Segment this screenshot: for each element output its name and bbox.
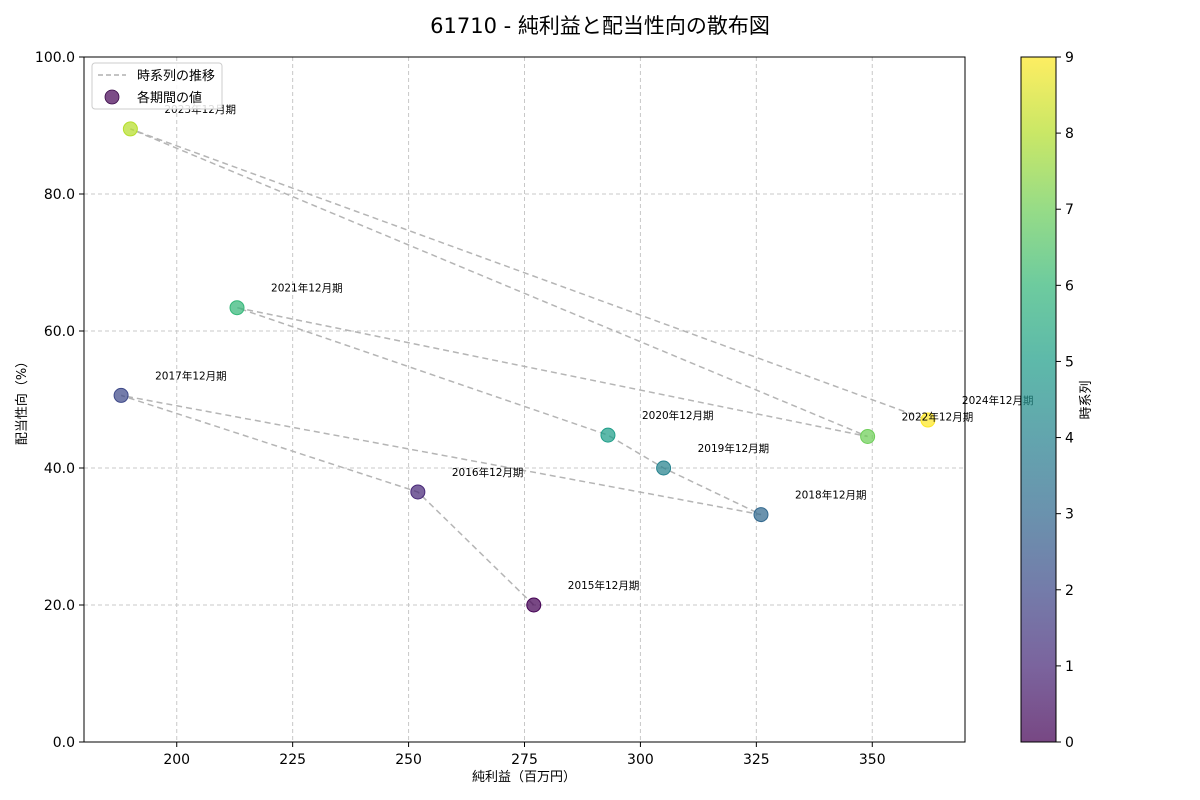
trend-line-layer bbox=[120, 128, 929, 606]
colorbar-tick-label: 1 bbox=[1065, 659, 1074, 675]
legend-point-swatch bbox=[104, 89, 120, 105]
point-annotation: 2019年12月期 bbox=[698, 442, 770, 455]
y-axis-label: 配当性向（%） bbox=[14, 355, 30, 445]
data-point bbox=[753, 507, 769, 523]
colorbar-tick-label: 4 bbox=[1065, 431, 1074, 447]
chart-title: 61710 - 純利益と配当性向の散布図 bbox=[430, 14, 770, 38]
legend-point-label: 各期間の値 bbox=[137, 90, 202, 106]
colorbar-tick-label: 0 bbox=[1065, 735, 1074, 751]
x-tick-label: 250 bbox=[395, 752, 422, 768]
x-tick-label: 200 bbox=[163, 752, 190, 768]
x-axis-label: 純利益（百万円） bbox=[472, 770, 576, 785]
data-points-layer bbox=[113, 121, 936, 613]
colorbar-tick-label: 7 bbox=[1065, 202, 1074, 218]
x-axis-ticks: 200 225 250 275 300 325 350 bbox=[163, 742, 886, 768]
point-annotation: 2018年12月期 bbox=[795, 489, 867, 502]
y-tick-label: 100.0 bbox=[35, 50, 75, 66]
data-point bbox=[229, 300, 245, 316]
y-tick-label: 40.0 bbox=[44, 461, 75, 477]
annotation-layer: 2015年12月期 2016年12月期 2017年12月期 2018年12月期 2019… bbox=[155, 103, 1033, 592]
data-point bbox=[600, 427, 616, 443]
point-annotation: 2021年12月期 bbox=[271, 282, 343, 295]
colorbar-tick-label: 9 bbox=[1065, 50, 1074, 66]
point-annotation: 2020年12月期 bbox=[642, 409, 714, 422]
y-tick-label: 80.0 bbox=[44, 187, 75, 203]
x-tick-label: 300 bbox=[627, 752, 654, 768]
colorbar-tick-label: 2 bbox=[1065, 583, 1074, 599]
colorbar: 0 1 2 3 4 5 6 7 8 9 時系列 bbox=[1020, 50, 1094, 751]
colorbar-frame bbox=[1020, 56, 1057, 743]
colorbar-label: 時系列 bbox=[1079, 380, 1094, 419]
y-tick-label: 60.0 bbox=[44, 324, 75, 340]
data-point bbox=[920, 412, 936, 428]
colorbar-ticks: 0 1 2 3 4 5 6 7 8 9 bbox=[1056, 50, 1074, 751]
data-point bbox=[526, 597, 542, 613]
trend-line bbox=[120, 128, 929, 606]
colorbar-tick-label: 3 bbox=[1065, 507, 1074, 523]
data-point bbox=[860, 428, 876, 444]
point-annotation: 2022年12月期 bbox=[902, 410, 974, 423]
data-point bbox=[113, 387, 129, 403]
data-point bbox=[122, 121, 138, 137]
y-axis-ticks: 0.0 20.0 40.0 60.0 80.0 100.0 bbox=[35, 50, 84, 751]
colorbar-tick-label: 6 bbox=[1065, 278, 1074, 294]
grid-lines bbox=[84, 57, 965, 742]
point-annotation: 2015年12月期 bbox=[568, 579, 640, 592]
legend-line-label: 時系列の推移 bbox=[137, 69, 215, 84]
data-point bbox=[656, 460, 672, 476]
y-tick-label: 0.0 bbox=[53, 735, 75, 751]
colorbar-tick-label: 5 bbox=[1065, 354, 1074, 370]
x-tick-label: 325 bbox=[743, 752, 770, 768]
point-annotation: 2016年12月期 bbox=[452, 466, 524, 479]
point-annotation: 2024年12月期 bbox=[962, 394, 1034, 407]
point-annotation: 2017年12月期 bbox=[155, 369, 227, 382]
x-tick-label: 225 bbox=[279, 752, 306, 768]
data-point bbox=[410, 484, 426, 500]
x-tick-label: 275 bbox=[511, 752, 538, 768]
legend: 時系列の推移 各期間の値 bbox=[91, 62, 223, 110]
x-tick-label: 350 bbox=[859, 752, 886, 768]
colorbar-gradient bbox=[1021, 57, 1056, 742]
y-tick-label: 20.0 bbox=[44, 598, 75, 614]
colorbar-tick-label: 8 bbox=[1065, 126, 1074, 142]
